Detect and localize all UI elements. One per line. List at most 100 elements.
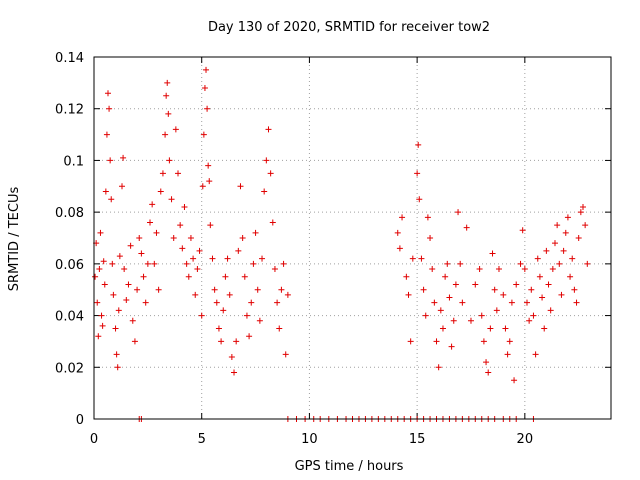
data-point [467, 317, 474, 324]
data-point [138, 250, 145, 257]
data-point [218, 338, 225, 345]
data-point [526, 317, 533, 324]
data-point [209, 255, 216, 262]
data-point [239, 235, 246, 241]
data-point [246, 333, 253, 340]
data-point [506, 338, 513, 345]
data-point [571, 286, 578, 293]
data-point [511, 377, 518, 384]
data-point [513, 281, 520, 288]
data-point [403, 273, 410, 280]
data-point [485, 369, 492, 376]
data-point [422, 312, 429, 319]
data-point [151, 260, 158, 267]
data-point [569, 255, 576, 262]
data-point [168, 196, 175, 203]
data-point [504, 351, 511, 358]
data-point [106, 105, 113, 112]
data-point [201, 85, 208, 92]
data-point [487, 325, 494, 332]
data-point [263, 157, 270, 164]
data-point [200, 131, 207, 138]
data-point [107, 157, 114, 164]
data-point [153, 229, 160, 236]
data-point [549, 266, 556, 273]
x-tick-label: 15 [409, 432, 426, 447]
data-point [100, 258, 107, 265]
y-tick-label: 0.02 [55, 361, 84, 376]
data-point [241, 273, 248, 280]
data-point [254, 286, 261, 293]
x-tick-label: 20 [517, 432, 534, 447]
data-point [127, 242, 134, 249]
data-point [495, 266, 502, 273]
data-point [547, 307, 554, 314]
data-point [250, 260, 257, 267]
data-point [448, 343, 455, 350]
data-point [431, 299, 438, 306]
data-point [534, 255, 541, 262]
data-point [105, 90, 112, 97]
data-point [110, 291, 117, 298]
grid-lines [94, 57, 611, 419]
x-tick-label: 0 [90, 432, 98, 447]
data-point [265, 126, 272, 133]
data-point [519, 227, 526, 234]
data-point [551, 240, 558, 247]
y-tick-label: 0.12 [55, 103, 84, 118]
data-point [109, 260, 116, 267]
data-point [558, 291, 565, 298]
data-point [103, 131, 110, 138]
y-tick-label: 0 [76, 413, 84, 428]
data-point [204, 105, 211, 112]
data-point [129, 317, 136, 324]
data-point [437, 307, 444, 314]
data-point [532, 351, 539, 358]
data-point [457, 260, 464, 267]
x-tick-labels: 0 5 10 15 20 [90, 432, 533, 447]
data-point [101, 281, 108, 288]
data-point [399, 214, 406, 221]
data-point [409, 255, 416, 262]
data-point [243, 312, 250, 319]
data-point [528, 286, 535, 293]
data-point [131, 338, 138, 345]
data-point [144, 260, 151, 267]
data-point [269, 219, 276, 226]
data-point [442, 273, 449, 280]
data-point [256, 317, 263, 324]
data-point [280, 260, 287, 267]
data-point [228, 353, 235, 360]
data-point [194, 266, 201, 273]
data-point [163, 92, 170, 99]
data-point [155, 286, 162, 293]
data-point [142, 299, 149, 306]
data-point [405, 291, 412, 298]
data-point [582, 222, 589, 229]
data-point [215, 325, 222, 332]
data-point [235, 247, 242, 254]
y-tick-label: 0.04 [55, 310, 84, 325]
data-point [147, 219, 154, 226]
y-tick-label: 0.06 [55, 258, 84, 273]
data-point [162, 131, 169, 138]
data-point [102, 188, 109, 195]
data-point [112, 325, 119, 332]
data-point [185, 273, 192, 280]
data-point [207, 222, 214, 229]
data-point [433, 338, 440, 345]
data-point [562, 229, 569, 236]
data-point [134, 286, 141, 293]
data-point [463, 224, 470, 231]
data-point [199, 183, 206, 190]
data-point [493, 307, 500, 314]
data-point [502, 325, 509, 332]
data-point [530, 312, 537, 319]
data-point [97, 229, 104, 236]
data-point [407, 338, 414, 345]
data-point [459, 299, 466, 306]
data-point [420, 286, 427, 293]
data-point [567, 273, 574, 280]
